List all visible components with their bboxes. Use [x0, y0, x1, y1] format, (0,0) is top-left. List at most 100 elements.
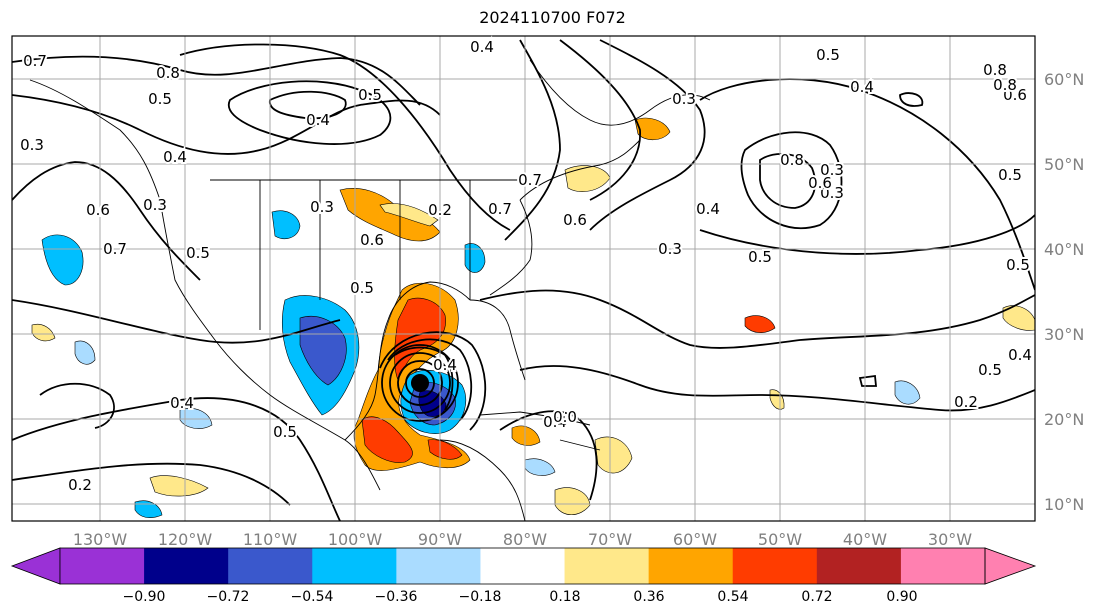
contour-label: 0.5 — [748, 248, 772, 266]
contour-label: 0.4 — [1008, 346, 1032, 364]
contour-label: 0.4 — [543, 413, 567, 431]
longitude-labels: 130°W 120°W 110°W 100°W 90°W 80°W 70°W 6… — [73, 530, 972, 549]
negative-blob-cuba — [524, 458, 556, 476]
contour-label: 0.5 — [186, 244, 210, 262]
contour-label: 0.5 — [1006, 256, 1030, 274]
contour-label: 0.4 — [170, 394, 194, 412]
contour-label: 0.2 — [954, 393, 978, 411]
contour-label: 0.5 — [148, 90, 172, 108]
colorbar-segment — [228, 548, 313, 584]
contour-label: 0.6 — [563, 211, 587, 229]
colorbar-tick-label: 0.18 — [549, 589, 580, 605]
contour-label: 0.6 — [86, 201, 110, 219]
lon-label: 40°W — [843, 530, 887, 549]
contour-label: 0.4 — [696, 200, 720, 218]
colorbar-tick-label: 0.72 — [801, 589, 832, 605]
lon-label: 90°W — [418, 530, 462, 549]
plot-frame — [11, 35, 1036, 522]
contour-label: 0.8 — [156, 64, 180, 82]
lat-label: 40°N — [1044, 240, 1084, 259]
lon-label: 80°W — [503, 530, 547, 549]
negative-blob-pac-w — [74, 340, 96, 365]
contour-label: 0.8 — [780, 151, 804, 169]
latitude-labels: 60°N 50°N 40°N 30°N 20°N 10°N — [1044, 70, 1084, 514]
contour-label: 0.3 — [820, 184, 844, 202]
contour-label: 0.6 — [808, 174, 832, 192]
contour-label: 0.3 — [820, 161, 844, 179]
lon-label: 60°W — [673, 530, 717, 549]
positive-blob-colombia — [554, 487, 591, 516]
contour-label: 0.8 — [983, 61, 1007, 79]
lon-label: 100°W — [328, 530, 383, 549]
contour-label: 0.3 — [310, 198, 334, 216]
lon-label: 120°W — [158, 530, 213, 549]
contour-label: 0.4 — [306, 111, 330, 129]
colorbar-ticks: −0.90 −0.72 −0.54 −0.36 −0.18 0.18 0.36 … — [123, 589, 918, 605]
colorbar-tick-label: −0.36 — [375, 589, 418, 605]
colorbar-segment — [144, 548, 229, 584]
lon-label: 70°W — [588, 530, 632, 549]
contour-label: 0.5 — [350, 279, 374, 297]
contour-label: 0.3 — [143, 196, 167, 214]
lat-label: 10°N — [1044, 495, 1084, 514]
lon-label: 30°W — [928, 530, 972, 549]
contour-label: 0.7 — [518, 171, 542, 189]
contour-label: 0.7 — [488, 200, 512, 218]
contour-label: 0.7 — [103, 240, 127, 258]
contour-label: 0.5 — [998, 166, 1022, 184]
coastlines — [29, 59, 711, 521]
negative-blob-rockies — [271, 210, 301, 239]
contour-label: 0.5 — [978, 361, 1002, 379]
colorbar-segment — [648, 548, 734, 584]
map-title: 2024110700 F072 — [479, 8, 626, 27]
contour-label: 0.4 — [433, 356, 457, 374]
contour-labels: 0.7 0.8 0.5 0.4 0.5 0.4 0.3 0.4 0.6 0.7 … — [18, 36, 1034, 496]
contour-label: 0.8 — [993, 76, 1017, 94]
contour-label: 0.3 — [658, 240, 682, 258]
negative-blob-pacific — [41, 234, 84, 286]
contour-label: 0.3 — [20, 136, 44, 154]
contour-lines — [12, 39, 1035, 521]
colorbar-tick-label: −0.18 — [459, 589, 502, 605]
colorbar-segment — [480, 548, 566, 584]
contour-label: 0.5 — [273, 423, 297, 441]
colorbar-tick-label: 0.90 — [886, 589, 917, 605]
contour-label: 0.0 — [553, 408, 577, 426]
contour-label: 0.5 — [816, 46, 840, 64]
contour-label: 0.4 — [850, 78, 874, 96]
lon-label: 50°W — [758, 530, 802, 549]
lon-label: 110°W — [243, 530, 298, 549]
positive-blob-southamerica — [594, 436, 633, 474]
positive-blob-midatl — [744, 315, 776, 333]
colorbar-extend-high — [984, 547, 1037, 585]
negative-blob-east-atl — [894, 380, 921, 405]
colorbar-tick-label: 0.36 — [633, 589, 664, 605]
contour-label: 0.6 — [1003, 86, 1027, 104]
map-plot-area — [12, 36, 1035, 521]
colorbar-segment — [900, 548, 986, 584]
contour-label: 0.2 — [428, 201, 452, 219]
contour-label: 0.4 — [163, 148, 187, 166]
colorbar-extend-low — [10, 547, 61, 585]
positive-blob-baja — [149, 475, 209, 497]
positive-blob-pac-e — [31, 323, 56, 342]
colorbar-segment — [732, 548, 818, 584]
colorbar-segment — [816, 548, 902, 584]
colorbar-segment — [312, 548, 397, 584]
positive-blob-labrador — [634, 117, 671, 141]
lat-label: 30°N — [1044, 325, 1084, 344]
contour-label: 0.4 — [470, 38, 494, 56]
colorbar-segment — [396, 548, 481, 584]
colorbar-segment — [564, 548, 650, 584]
colorbar-tick-label: −0.72 — [207, 589, 250, 605]
lat-label: 20°N — [1044, 410, 1084, 429]
colorbar-tick-label: −0.90 — [123, 589, 166, 605]
negative-blob-pacific-s — [134, 500, 163, 519]
colorbar-segment — [60, 548, 145, 584]
colorbar: −0.90 −0.72 −0.54 −0.36 −0.18 0.18 0.36 … — [10, 547, 1037, 605]
lat-label: 50°N — [1044, 155, 1084, 174]
contour-label: 0.2 — [68, 476, 92, 494]
colorbar-tick-label: 0.54 — [717, 589, 748, 605]
contour-label: 0.5 — [358, 86, 382, 104]
